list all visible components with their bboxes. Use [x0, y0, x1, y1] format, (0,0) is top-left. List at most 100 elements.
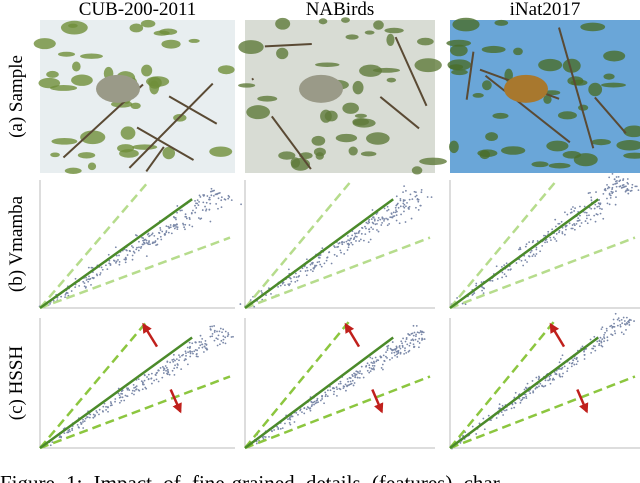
scatter-point [598, 202, 600, 205]
scatter-point [175, 358, 178, 361]
scatter-point [391, 341, 394, 343]
scatter-point [213, 189, 216, 192]
scatter-point [196, 202, 199, 205]
scatter-point [147, 373, 150, 376]
scatter-point [369, 238, 372, 241]
scatter-point [208, 196, 211, 199]
scatter-point [99, 272, 102, 274]
scatter-point [159, 229, 162, 231]
scatter-point [578, 219, 581, 222]
scatter-point [520, 399, 523, 402]
scatter-point [169, 226, 172, 229]
scatter-point [169, 361, 172, 364]
leaf [494, 19, 509, 26]
scatter-point [555, 372, 558, 375]
leaf [64, 167, 82, 174]
leaf [51, 138, 78, 145]
scatter-point [611, 191, 614, 194]
scatter-point [293, 276, 296, 278]
branch [136, 126, 195, 161]
scatter-point [596, 205, 599, 208]
scatter-point [308, 407, 311, 410]
scatter-point [371, 357, 374, 360]
scatter-point [611, 188, 614, 191]
scatter-point [107, 406, 109, 409]
scatter-point [401, 342, 403, 345]
scatter-point [381, 221, 384, 224]
scatter-point [82, 427, 85, 429]
scatter-point [224, 330, 227, 333]
branch [558, 27, 595, 149]
scatter-point [344, 383, 347, 386]
scatter-point [156, 243, 159, 246]
scatter-point [370, 367, 373, 370]
scatter-point [365, 364, 368, 367]
scatter-point [622, 333, 625, 336]
scatter-point [598, 340, 601, 343]
scatter-point [339, 249, 342, 252]
scatter-point [175, 226, 177, 228]
scatter-point [173, 227, 176, 230]
scatter-point [220, 196, 223, 199]
branch [128, 82, 214, 169]
scatter-point [211, 325, 213, 328]
scatter-point [323, 262, 326, 265]
scatter-point [544, 241, 546, 244]
scatter-point [65, 291, 68, 294]
leaf [217, 65, 235, 75]
scatter-point [154, 374, 157, 377]
scatter-point [318, 260, 321, 263]
scatter-point [535, 246, 538, 249]
leaf [449, 140, 459, 154]
leaf [548, 162, 571, 169]
scatter-point [586, 222, 589, 225]
scatter-point [118, 394, 121, 397]
scatter-point [386, 205, 389, 208]
scatter-point [358, 376, 361, 379]
scatter-point [175, 218, 177, 221]
scatter-point [391, 357, 394, 359]
scatter-point [189, 352, 192, 355]
scatter-point [598, 205, 600, 208]
scatter-point [150, 233, 153, 236]
leaf [360, 151, 377, 157]
scatter-point [91, 266, 94, 269]
scatter-point [222, 338, 225, 341]
scatter-point [380, 367, 383, 369]
scatter-point [232, 335, 234, 338]
scatter-point [208, 208, 211, 211]
scatter-point [167, 371, 170, 374]
leaf [320, 109, 332, 123]
scatter-point [335, 386, 338, 389]
scatter-point [216, 344, 219, 347]
scatter-point [614, 332, 617, 335]
scatter-point [313, 403, 315, 406]
scatter-point [523, 396, 526, 399]
scatter-point [637, 189, 640, 192]
scatter-point [374, 356, 377, 359]
scatter-point [303, 412, 306, 415]
scatter-point [211, 332, 214, 335]
scatter-point [204, 340, 207, 342]
scatter-point [321, 247, 324, 250]
scatter-point [194, 204, 196, 207]
leaf [481, 45, 506, 54]
scatter-point [415, 191, 417, 194]
row-label: (b) Vmamba [6, 195, 27, 292]
scatter-point [364, 233, 367, 236]
scatter-point [411, 198, 414, 201]
scatter-point [398, 346, 401, 348]
scatter-point [586, 214, 588, 217]
scatter-point [204, 205, 206, 208]
scatter-point [376, 359, 379, 361]
scatter-point [397, 349, 400, 352]
scatter-point [337, 245, 340, 248]
scatter-point [49, 444, 52, 447]
scatter-point [360, 373, 363, 375]
scatter-point [289, 423, 292, 426]
scatter-point [393, 351, 396, 354]
scatter-point [309, 268, 312, 271]
scatter-point [386, 349, 389, 351]
scatter-point [371, 364, 374, 367]
scatter-point [487, 414, 490, 417]
